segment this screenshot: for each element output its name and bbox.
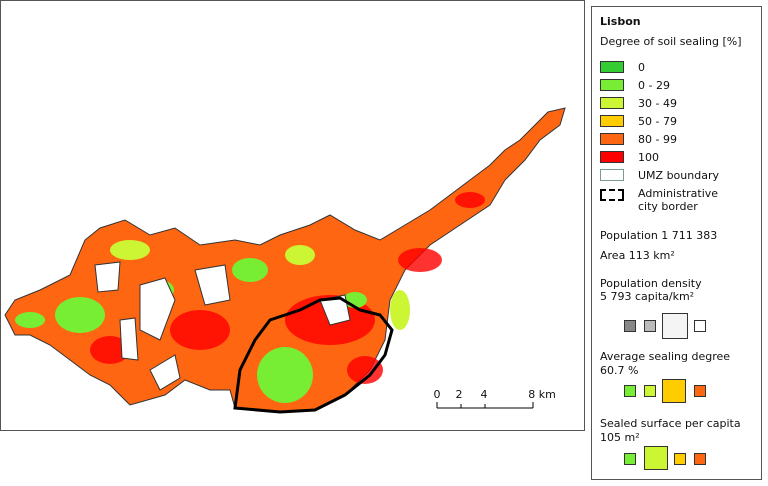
legend-label: Administrative city border (638, 187, 719, 213)
legend-label: UMZ boundary (638, 168, 719, 182)
city-border (233, 296, 394, 414)
sealing-title: Average sealing degree (600, 350, 731, 363)
area: Area 113 km² (600, 249, 675, 262)
swatch (600, 151, 624, 163)
swatch (600, 97, 624, 109)
icon (694, 385, 706, 397)
swatch (600, 115, 624, 127)
swatch (600, 133, 624, 145)
icon (662, 313, 688, 339)
population: Population 1 711 383 (600, 229, 718, 242)
unbuilt-holes (94, 261, 351, 391)
legend-item: Administrative city border (600, 187, 738, 215)
legend-item: 0 (600, 60, 645, 74)
icon (694, 453, 706, 465)
legend-label: 30 - 49 (638, 96, 677, 110)
swatch (600, 189, 624, 201)
icon (644, 385, 656, 397)
legend-label: 50 - 79 (638, 114, 677, 128)
density-title: Population density (600, 277, 702, 290)
swatch (600, 79, 624, 91)
scale-label: 4 (481, 388, 488, 401)
legend-item: 80 - 99 (600, 132, 677, 146)
legend-item: 0 - 29 (600, 78, 670, 92)
icon (644, 320, 656, 332)
medium-areas (110, 240, 410, 330)
scale-bar (436, 402, 534, 409)
swatch (600, 169, 624, 181)
icon (662, 379, 686, 403)
legend-title: Lisbon (600, 15, 641, 28)
legend-item: 100 (600, 150, 659, 164)
legend-item: 50 - 79 (600, 114, 677, 128)
legend-item: 30 - 49 (600, 96, 677, 110)
icon (644, 446, 668, 470)
swatch (600, 61, 624, 73)
icon (674, 453, 686, 465)
scale-label: 0 (434, 388, 441, 401)
legend-subtitle: Degree of soil sealing [%] (600, 35, 742, 48)
legend-label: 0 - 29 (638, 78, 670, 92)
icon (624, 320, 636, 332)
icon (624, 453, 636, 465)
legend: Lisbon Degree of soil sealing [%] 0 0 - 2… (591, 6, 762, 480)
scale-label: 8 km (528, 388, 556, 401)
sealing-value: 60.7 % (600, 364, 639, 377)
icon (624, 385, 636, 397)
icon (694, 320, 706, 332)
legend-item: UMZ boundary (600, 168, 719, 182)
per-capita-title: Sealed surface per capita (600, 417, 741, 430)
density-value: 5 793 capita/km² (600, 290, 695, 303)
per-capita-value: 105 m² (600, 431, 640, 444)
legend-label: 0 (638, 60, 645, 74)
map: 0 2 4 8 km (0, 0, 585, 431)
legend-label: 100 (638, 150, 659, 164)
scale-label: 2 (456, 388, 463, 401)
legend-label: 80 - 99 (638, 132, 677, 146)
urban-area (4, 107, 566, 413)
